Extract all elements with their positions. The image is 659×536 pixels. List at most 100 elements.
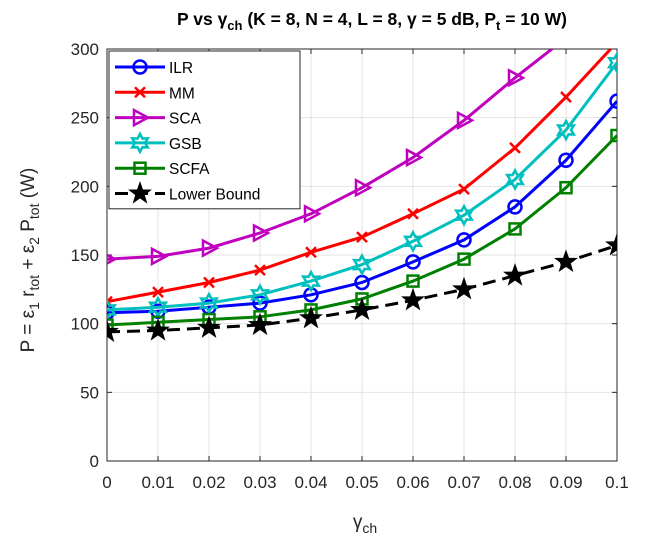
data-point: [248, 312, 272, 336]
data-point: [305, 246, 317, 259]
x-tick-label: 0.09: [549, 473, 582, 492]
data-point: [453, 203, 475, 227]
y-tick-label: 300: [71, 40, 99, 59]
plot-area: [107, 0, 625, 343]
legend-marker: [132, 108, 151, 128]
data-point: [554, 249, 578, 273]
data-point: [606, 51, 617, 75]
x-tick-label: 0.06: [396, 473, 429, 492]
legend-entry: SCA: [115, 108, 202, 128]
legend-marker: [128, 180, 152, 204]
data-point: [611, 0, 625, 2]
data-point: [303, 204, 322, 224]
x-tick-label: 0: [102, 473, 111, 492]
data-point: [457, 252, 471, 266]
data-point: [356, 231, 368, 244]
data-point: [504, 167, 526, 192]
data-point: [612, 37, 622, 47]
series-lower-bound: [107, 232, 617, 343]
y-axis-label: P = ε1 rtot + ε2 Ptot (W): [18, 168, 42, 353]
data-point: [197, 315, 221, 338]
data-point: [405, 147, 424, 168]
legend-entry: GSB: [115, 131, 202, 155]
legend-label: MM: [169, 85, 195, 102]
x-axis-label: γch: [353, 512, 377, 536]
data-point: [299, 305, 323, 329]
legend-marker: [134, 86, 146, 99]
legend-label: SCA: [169, 111, 202, 128]
x-tick-label: 0.02: [192, 473, 225, 492]
data-point: [107, 253, 118, 265]
data-point: [452, 276, 476, 300]
series-line: [107, 61, 617, 312]
data-point: [456, 110, 475, 131]
chart-title: P vs γch (K = 8, N = 4, L = 8, γ = 5 dB,…: [177, 9, 567, 33]
legend-label: SCFA: [169, 161, 210, 178]
y-tick-label: 50: [80, 383, 99, 402]
data-point: [152, 286, 164, 298]
data-point: [107, 319, 119, 343]
legend-marker: [132, 59, 148, 75]
data-point: [609, 93, 617, 109]
data-point: [458, 183, 470, 195]
series-line: [107, 49, 555, 261]
axes: 0 0.01 0.02 0.03 0.04 0.05 0.06 0.07 0.08 0.09 0.1…: [71, 40, 629, 492]
y-tick-label: 200: [71, 177, 99, 196]
data-point: [560, 91, 572, 103]
legend-entry: MM: [115, 85, 195, 102]
legend-entry: SCFA: [115, 161, 210, 178]
data-point: [249, 283, 271, 307]
data-point: [509, 141, 521, 154]
data-point: [350, 297, 374, 321]
data-point: [610, 128, 617, 143]
data-point: [252, 295, 268, 311]
y-tick-label: 100: [71, 315, 99, 334]
data-point: [198, 291, 220, 315]
series-line: [107, 243, 617, 334]
y-tick-label: 150: [71, 246, 99, 265]
data-point: [560, 31, 574, 46]
data-point: [503, 263, 527, 286]
x-tick-label: 0.07: [447, 473, 480, 492]
data-point: [405, 254, 421, 270]
data-point: [150, 246, 169, 266]
x-tick-label: 0.08: [498, 473, 531, 492]
data-point: [146, 317, 170, 341]
data-point: [351, 252, 373, 277]
data-point: [456, 232, 472, 248]
series-gsb: [107, 51, 617, 322]
legend-entry: Lower Bound: [115, 180, 260, 204]
legend-label: Lower Bound: [169, 187, 260, 204]
legend-box: [108, 50, 301, 210]
legend: ILR MM SCA GSB SCFA Lower Bound: [108, 50, 301, 210]
data-point: [407, 207, 419, 220]
data-point: [555, 118, 577, 142]
x-tick-label: 0.1: [605, 473, 629, 492]
legend-label: ILR: [169, 60, 193, 77]
data-point: [406, 274, 420, 288]
data-point: [401, 287, 425, 311]
series-line: [107, 100, 617, 315]
data-point: [203, 276, 215, 289]
y-tick-label: 250: [71, 109, 99, 128]
legend-label: GSB: [169, 136, 202, 153]
x-tick-label: 0.05: [345, 473, 378, 492]
data-point: [107, 318, 114, 332]
legend-entry: ILR: [115, 59, 193, 77]
data-point: [508, 222, 522, 236]
legend-marker: [129, 131, 151, 155]
data-point: [507, 68, 526, 88]
series-sca: [107, 0, 625, 266]
x-tick-label: 0.01: [141, 473, 174, 492]
data-point: [201, 238, 220, 258]
data-point: [107, 298, 118, 322]
data-point: [254, 264, 266, 276]
legend-marker: [133, 161, 147, 175]
y-tick-label: 0: [90, 452, 99, 471]
x-tick-label: 0.03: [243, 473, 276, 492]
data-point: [354, 178, 373, 198]
data-point: [402, 229, 424, 253]
data-point: [605, 232, 617, 256]
x-tick-label: 0.04: [294, 473, 327, 492]
